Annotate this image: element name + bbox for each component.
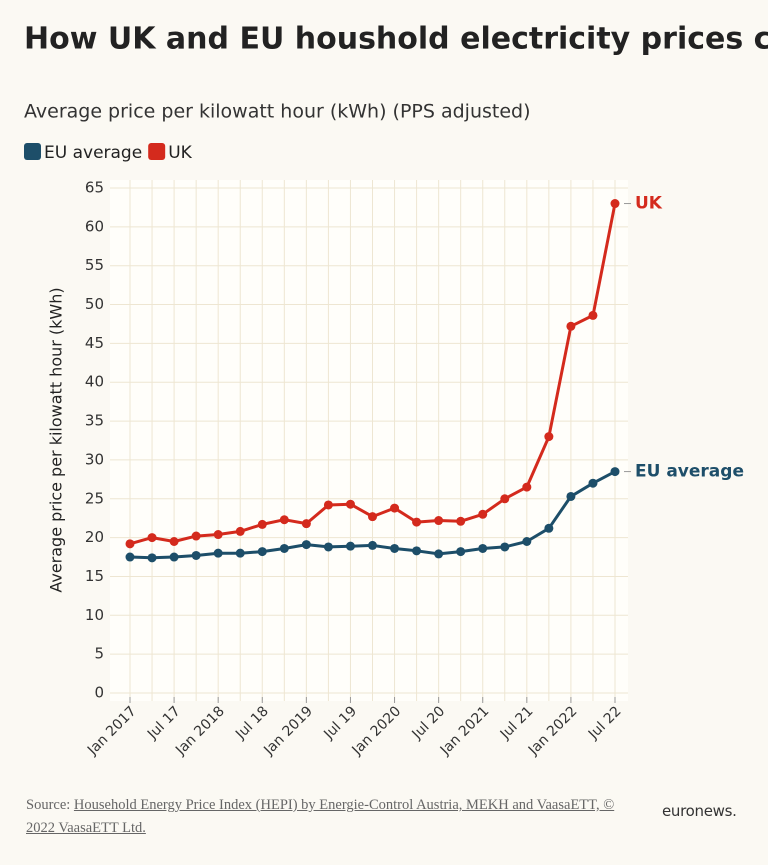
- data-point: [125, 552, 135, 562]
- data-point: [522, 482, 532, 492]
- data-point: [434, 516, 444, 526]
- data-point: [588, 478, 598, 488]
- brand-logo: euronews.: [662, 802, 737, 820]
- x-tick-label: Jul 21: [497, 703, 537, 743]
- data-point: [566, 491, 576, 501]
- x-tick-label: Jul 22: [585, 703, 625, 743]
- data-point: [147, 553, 157, 563]
- source-text: Household Energy Price Index (HEPI) by E…: [26, 797, 615, 836]
- data-point: [169, 552, 179, 562]
- y-tick-label: 65: [85, 179, 104, 197]
- y-tick-label: 5: [94, 645, 104, 663]
- x-tick-label: Jul 20: [409, 703, 449, 743]
- legend-swatch: [148, 143, 166, 160]
- data-point: [257, 547, 267, 557]
- data-point: [323, 542, 333, 552]
- y-tick-label: 20: [85, 528, 104, 546]
- data-point: [544, 523, 554, 533]
- data-point: [368, 540, 377, 550]
- chart-subtitle: Average price per kilowatt hour (kWh) (P…: [24, 101, 531, 123]
- data-point: [412, 546, 422, 556]
- y-tick-label: 45: [85, 334, 104, 352]
- data-point: [213, 530, 223, 540]
- data-point: [522, 537, 532, 546]
- data-point: [500, 542, 510, 552]
- data-point: [147, 533, 157, 543]
- data-point: [257, 519, 267, 529]
- data-point: [213, 548, 223, 558]
- end-label: UK: [635, 194, 663, 214]
- data-point: [456, 547, 466, 557]
- legend-label: EU average: [44, 143, 142, 163]
- data-point: [500, 494, 510, 504]
- data-point: [169, 537, 179, 546]
- y-tick-label: 35: [85, 412, 104, 430]
- y-tick-label: 25: [85, 489, 104, 507]
- data-point: [125, 539, 135, 549]
- data-point: [301, 540, 311, 550]
- data-point: [390, 543, 400, 553]
- data-point: [456, 516, 466, 526]
- x-tick-label: Jul 17: [144, 703, 184, 743]
- x-tick-label: Jan 2017: [84, 703, 140, 759]
- y-tick-label: 0: [94, 684, 104, 702]
- data-point: [368, 512, 377, 522]
- y-tick-label: 15: [85, 567, 104, 585]
- data-point: [191, 531, 201, 541]
- data-point: [412, 517, 422, 527]
- source-prefix: Source:: [26, 797, 71, 813]
- data-point: [345, 499, 355, 509]
- data-point: [434, 549, 444, 559]
- data-point: [390, 503, 400, 513]
- data-point: [279, 543, 289, 553]
- legend-label: UK: [168, 143, 192, 163]
- y-tick-label: 50: [85, 295, 104, 313]
- end-label: EU average: [635, 462, 744, 482]
- data-point: [610, 199, 620, 209]
- data-point: [323, 500, 333, 510]
- legend-swatch: [24, 143, 41, 160]
- source: Source: Household Energy Price Index (HE…: [26, 794, 626, 840]
- data-point: [588, 310, 598, 320]
- y-tick-label: 55: [85, 256, 104, 274]
- data-point: [235, 548, 245, 558]
- data-point: [478, 543, 488, 553]
- data-point: [478, 509, 488, 519]
- y-tick-label: 10: [85, 606, 104, 624]
- y-tick-label: 40: [85, 373, 104, 391]
- chart-title: How UK and EU houshold electricity price…: [24, 22, 768, 57]
- data-point: [566, 321, 576, 331]
- x-tick-label: Jul 19: [320, 703, 360, 743]
- y-tick-label: 60: [85, 217, 104, 235]
- data-point: [279, 515, 289, 525]
- data-point: [544, 432, 554, 442]
- y-tick-label: 30: [85, 450, 104, 468]
- x-tick-label: Jul 18: [232, 703, 272, 743]
- chart: How UK and EU houshold electricity price…: [24, 22, 768, 759]
- data-point: [345, 541, 355, 551]
- data-point: [191, 550, 201, 560]
- data-point: [610, 467, 620, 477]
- data-point: [235, 526, 245, 536]
- data-point: [301, 519, 311, 529]
- y-axis-label: Average price per kilowatt hour (kWh): [47, 287, 66, 592]
